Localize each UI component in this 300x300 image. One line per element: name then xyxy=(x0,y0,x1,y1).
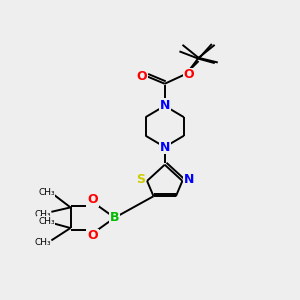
Text: CH₃: CH₃ xyxy=(38,217,55,226)
Text: O: O xyxy=(184,68,194,81)
Text: B: B xyxy=(110,211,119,224)
Text: N: N xyxy=(160,141,170,154)
Text: O: O xyxy=(87,193,98,206)
Text: CH₃: CH₃ xyxy=(34,210,51,219)
Text: N: N xyxy=(160,99,170,112)
Text: O: O xyxy=(87,230,98,242)
Text: S: S xyxy=(136,173,145,186)
Text: CH₃: CH₃ xyxy=(38,188,55,197)
Text: N: N xyxy=(184,173,194,186)
Text: O: O xyxy=(136,70,147,83)
Text: CH₃: CH₃ xyxy=(34,238,51,247)
